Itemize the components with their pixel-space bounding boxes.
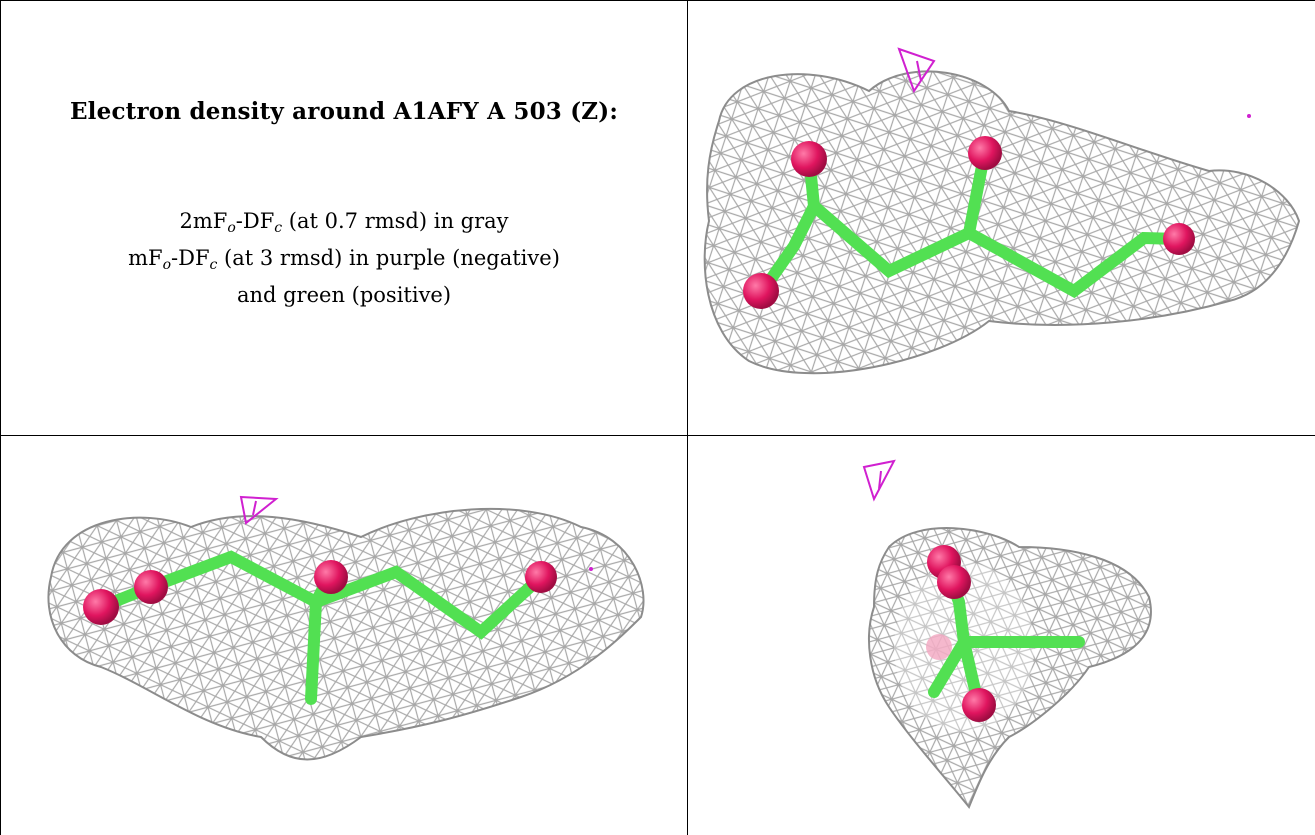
density-view-top-right [689,1,1315,435]
negative-density-dot [589,567,593,571]
negative-density-blob [864,461,894,499]
mesh-surface [48,509,643,760]
figure-title: Electron density around A1AFY A 503 (Z): [1,98,687,125]
density-view-bottom-right [689,437,1315,835]
divider-horizontal [0,435,1315,436]
negative-density-dot [1247,114,1251,118]
legend-line-positive: and green (positive) [1,280,687,310]
density-view-bottom-left [1,437,687,835]
legend-line-2mfo: 2mFo-DFc (at 0.7 rmsd) in gray [1,206,687,243]
mesh-surface [705,71,1299,373]
divider-vertical [687,0,688,835]
caption-cell: Electron density around A1AFY A 503 (Z):… [1,1,687,435]
density-render-1 [689,1,1315,435]
legend-line-mfo: mFo-DFc (at 3 rmsd) in purple (negative) [1,243,687,280]
density-render-2 [1,437,687,835]
figure-description: 2mFo-DFc (at 0.7 rmsd) in gray mFo-DFc (… [1,206,687,310]
density-render-3 [689,437,1315,835]
